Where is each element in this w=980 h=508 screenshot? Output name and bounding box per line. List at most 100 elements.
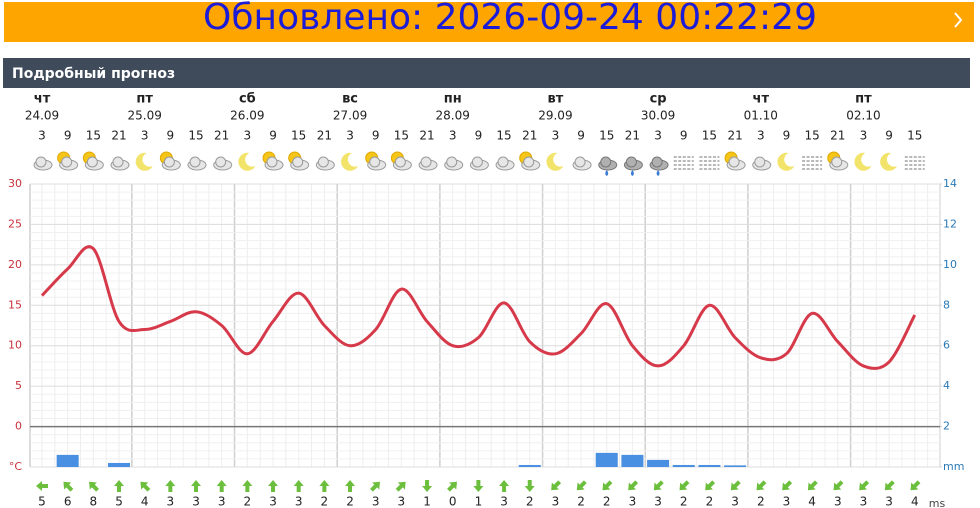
wind-arrow xyxy=(524,480,535,492)
hour-label: 9 xyxy=(372,129,380,143)
wind-arrow xyxy=(628,480,639,491)
weather-icon xyxy=(159,151,181,171)
weather-icon xyxy=(444,156,464,171)
wind-speed: 3 xyxy=(218,495,226,508)
weather-icon xyxy=(135,152,153,171)
wind-arrow-shape xyxy=(705,480,716,491)
wind-arrow-shape xyxy=(679,480,690,491)
wind-arrow xyxy=(165,480,176,492)
icon-cloud xyxy=(471,156,483,168)
wind-speed: 3 xyxy=(192,495,200,508)
wind-arrow-shape xyxy=(551,480,562,491)
y-tick-label: 0 xyxy=(15,420,22,433)
wind-speed: 2 xyxy=(757,495,765,508)
icon-cloud xyxy=(574,156,586,168)
icon-moon xyxy=(777,152,795,171)
precip-bar xyxy=(724,465,747,467)
weather-icon xyxy=(495,156,515,171)
hour-label: 3 xyxy=(346,129,354,143)
hour-label: 3 xyxy=(654,129,662,143)
wind-arrow-shape xyxy=(216,480,227,492)
wind-speed: 2 xyxy=(603,495,611,508)
hour-label: 9 xyxy=(885,129,893,143)
weather-icon xyxy=(649,156,669,176)
day-name: ср xyxy=(650,92,667,107)
y-tick-label: 25 xyxy=(8,217,22,230)
day-name: пт xyxy=(136,92,153,107)
wind-speed: 3 xyxy=(629,495,637,508)
hour-label: 9 xyxy=(167,129,175,143)
wind-speed: 3 xyxy=(860,495,868,508)
y-tick-label: 10 xyxy=(8,339,22,352)
weather-icon xyxy=(82,151,104,171)
wind-arrow xyxy=(216,480,227,492)
wind-arrow xyxy=(114,480,125,492)
hour-label: 21 xyxy=(317,129,332,143)
wind-arrow-shape xyxy=(628,480,639,491)
hour-label: 9 xyxy=(680,129,688,143)
wind-arrow-shape xyxy=(524,480,535,492)
wind-arrow xyxy=(602,480,613,491)
wind-arrow-shape xyxy=(859,480,870,491)
hour-label: 9 xyxy=(475,129,483,143)
wind-speed: 3 xyxy=(372,495,380,508)
y-tick-label: 30 xyxy=(8,177,22,190)
icon-cloud xyxy=(831,156,843,168)
y-tick-label: 20 xyxy=(8,258,22,271)
wind-arrow-shape xyxy=(63,481,74,492)
section-title: Подробный прогноз xyxy=(12,66,175,82)
wind-arrow xyxy=(447,481,457,492)
wind-speed: 6 xyxy=(64,495,72,508)
hour-label: 3 xyxy=(757,129,765,143)
day-date: 27.09 xyxy=(333,109,367,123)
hour-label: 3 xyxy=(860,129,868,143)
wind-arrow xyxy=(756,480,767,491)
wind-arrow xyxy=(782,480,793,491)
icon-cloud xyxy=(728,156,740,168)
weather-icon xyxy=(699,156,720,170)
hour-label: 15 xyxy=(804,129,819,143)
wind-speed: 2 xyxy=(680,495,688,508)
icon-drop xyxy=(630,170,634,176)
day-date: 01.10 xyxy=(744,109,778,123)
wind-arrow xyxy=(705,480,716,491)
hour-label: 3 xyxy=(552,129,560,143)
icon-drop xyxy=(656,170,660,176)
banner-chevron[interactable] xyxy=(954,12,963,28)
wind-speed: 3 xyxy=(167,495,175,508)
hour-label: 21 xyxy=(727,129,742,143)
weather-icon xyxy=(187,156,207,171)
wind-speed: 3 xyxy=(269,495,277,508)
weather-icon xyxy=(213,156,233,171)
icon-cloud xyxy=(292,156,304,168)
icon-cloud xyxy=(754,156,766,168)
wind-arrow xyxy=(653,480,664,491)
wind-arrow-shape xyxy=(293,480,304,492)
y-tick-label: 15 xyxy=(8,298,22,311)
wind-arrow-shape xyxy=(165,480,176,492)
icon-cloud xyxy=(317,156,329,168)
wind-arrow-shape xyxy=(576,480,587,491)
wind-speed: 3 xyxy=(885,495,893,508)
hour-label: 9 xyxy=(577,129,585,143)
banner-text: Обновлено: 2026-09-24 00:22:29 xyxy=(203,0,817,38)
day-date: 28.09 xyxy=(436,109,470,123)
wind-arrow-shape xyxy=(345,480,356,492)
wind-speed: 8 xyxy=(90,495,98,508)
precip-bar xyxy=(518,464,541,467)
wind-arrow-shape xyxy=(422,480,433,492)
weather-icon xyxy=(341,152,359,171)
hour-label: 15 xyxy=(394,129,409,143)
y2-tick-label: 6 xyxy=(943,339,950,352)
icon-cloud xyxy=(112,156,124,168)
wind-arrow xyxy=(884,480,895,491)
wind-arrow xyxy=(473,480,484,492)
wind-speed: 1 xyxy=(423,495,431,508)
wind-speed: 0 xyxy=(449,495,457,508)
wind-arrow-shape xyxy=(756,480,767,491)
wind-arrow xyxy=(730,480,741,491)
wind-arrow xyxy=(910,480,921,491)
icon-cloud xyxy=(163,156,175,168)
wind-arrow xyxy=(679,480,690,491)
precip-bar xyxy=(56,454,79,467)
